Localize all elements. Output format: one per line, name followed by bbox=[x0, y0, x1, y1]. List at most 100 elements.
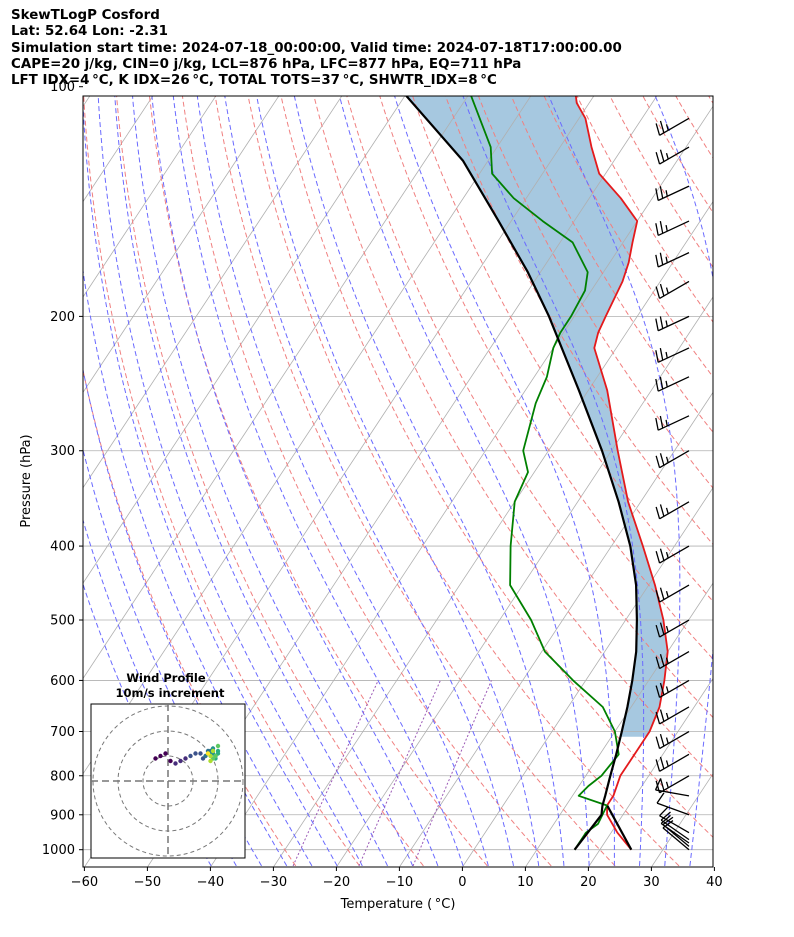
wind-barb-feather bbox=[659, 682, 665, 696]
wind-barb bbox=[655, 280, 690, 300]
time-line: Simulation start time: 2024-07-18_00:00:… bbox=[11, 40, 622, 56]
wind-barb-half-feather bbox=[665, 190, 668, 197]
dry-adiabat bbox=[313, 96, 713, 778]
hodograph-point bbox=[205, 751, 211, 756]
isotherm-line bbox=[587, 677, 713, 867]
wind-barb-shaft bbox=[662, 827, 690, 851]
isotherm-line bbox=[83, 96, 217, 298]
dry-adiabat bbox=[379, 96, 713, 660]
y-tick-label: 1000 bbox=[42, 843, 75, 858]
wind-barb-feather bbox=[655, 223, 659, 236]
hodograph-point bbox=[208, 758, 213, 764]
wind-barb-feather bbox=[659, 252, 664, 266]
y-tick-label: 400 bbox=[50, 540, 75, 555]
dry-adiabat bbox=[116, 96, 424, 867]
wind-barb-feather bbox=[659, 120, 665, 133]
wind-barb-half-feather bbox=[665, 225, 668, 232]
wind-barb-feather bbox=[659, 504, 665, 517]
axes: −60 −50 −40 −30 −20 −10 0 10 20 30 40 1000 900 800 700… bbox=[42, 80, 723, 890]
wind-barb-half-feather bbox=[665, 551, 669, 559]
wind-barb-half-feather bbox=[665, 781, 669, 788]
wind-barb-half-feather bbox=[665, 152, 669, 160]
wind-barb-feather bbox=[659, 316, 664, 329]
x-tick-label: −50 bbox=[134, 875, 161, 890]
hodograph-point bbox=[188, 753, 193, 759]
plot-frame bbox=[82, 95, 714, 868]
wind-barb-feather bbox=[660, 811, 671, 821]
wind-barb-feather bbox=[659, 709, 665, 722]
wind-barb-half-feather bbox=[665, 625, 669, 633]
x-tick-label: −30 bbox=[260, 875, 287, 890]
wind-barbs bbox=[654, 117, 690, 851]
x-tick-label: −40 bbox=[197, 875, 224, 890]
wind-barb-half-feather bbox=[665, 124, 669, 131]
x-tick-label: 30 bbox=[643, 875, 660, 890]
wind-barb-feather bbox=[655, 188, 659, 201]
wind-barb-feather bbox=[655, 417, 659, 431]
wind-barb bbox=[655, 252, 690, 268]
x-axis-label: Temperature ( °C) bbox=[340, 897, 456, 912]
wind-barb-feather bbox=[655, 590, 661, 603]
isotherm-line bbox=[83, 96, 406, 584]
x-tick-label: 20 bbox=[580, 875, 597, 890]
wind-barb-half-feather bbox=[665, 507, 669, 515]
moist-adiabat bbox=[83, 267, 313, 867]
x-tick-label: −10 bbox=[386, 875, 413, 890]
y-tick-label: 900 bbox=[50, 808, 75, 823]
wind-barb-feather bbox=[659, 622, 665, 635]
dry-adiabat bbox=[346, 96, 713, 719]
wind-barb-feather bbox=[655, 378, 659, 392]
hodograph-point bbox=[168, 758, 173, 764]
location-line: Lat: 52.64 Lon: -2.31 bbox=[11, 24, 168, 40]
wind-barb-feather bbox=[659, 587, 665, 600]
wind-barb-feather bbox=[659, 778, 665, 791]
wind-barb bbox=[655, 220, 690, 237]
wind-barb-feather bbox=[655, 685, 661, 698]
wind-barb-feather bbox=[655, 506, 661, 520]
wind-barb-half-feather bbox=[665, 712, 669, 720]
wind-barb bbox=[655, 185, 690, 202]
hodograph-point bbox=[158, 753, 163, 759]
cape-area bbox=[406, 96, 668, 737]
wind-barb bbox=[655, 315, 690, 332]
wind-barb-feather bbox=[655, 318, 659, 331]
moist-adiabat bbox=[97, 96, 363, 867]
wind-barb-feather bbox=[659, 186, 664, 199]
wind-barb-feather bbox=[659, 347, 664, 361]
wind-barb-shaft bbox=[660, 822, 690, 844]
cape-line: CAPE=20 j/kg, CIN=0 j/kg, LCL=876 hPa, L… bbox=[11, 56, 522, 72]
hodograph-point bbox=[198, 751, 203, 756]
wind-barb-feather bbox=[655, 254, 659, 268]
isotherm-line bbox=[83, 96, 469, 680]
moist-adiabat bbox=[338, 96, 590, 866]
wind-barb bbox=[655, 501, 690, 520]
hodograph-point bbox=[163, 751, 168, 756]
chart-header: SkewTLogP Cosford Lat: 52.64 Lon: -2.31 … bbox=[11, 8, 786, 89]
wind-barb bbox=[655, 584, 690, 603]
wind-barb bbox=[655, 376, 690, 392]
wind-barb-half-feather bbox=[665, 320, 668, 327]
dewpoint-profile bbox=[470, 96, 620, 851]
moist-adiabat bbox=[548, 96, 681, 866]
wind-barb-feather bbox=[655, 780, 661, 793]
wind-barb-feather bbox=[654, 778, 662, 791]
moist-adiabat bbox=[83, 367, 288, 867]
index-line: LFT IDX=4 °C, K IDX=26 °C, TOTAL TOTS=37… bbox=[11, 73, 497, 89]
wind-barb-feather bbox=[659, 654, 665, 667]
isotherm-line bbox=[209, 105, 713, 867]
wind-barb-feather bbox=[659, 548, 665, 561]
wind-barb-half-feather bbox=[665, 419, 668, 427]
x-tick-label: 0 bbox=[458, 875, 466, 890]
wind-barb bbox=[655, 730, 690, 750]
y-tick-label: 600 bbox=[50, 674, 75, 689]
wind-barb bbox=[655, 450, 690, 469]
wind-barb bbox=[655, 146, 690, 165]
wind-barb-half-feather bbox=[665, 256, 668, 263]
dry-adiabat bbox=[247, 96, 680, 867]
y-tick-label: 700 bbox=[50, 725, 75, 740]
wind-barb-shaft bbox=[659, 815, 690, 834]
wind-barb-feather bbox=[655, 123, 661, 136]
hodograph-point bbox=[153, 756, 158, 761]
wind-barb-feather bbox=[655, 711, 661, 725]
isotherm-line bbox=[768, 52, 794, 882]
